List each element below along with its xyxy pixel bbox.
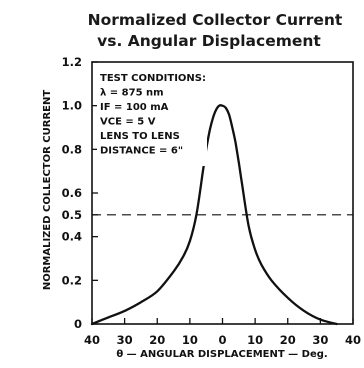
x-axis-ticks: 40 30 20 10 0 10 20 30 40: [84, 318, 361, 347]
x-tick-label: 10: [247, 333, 263, 347]
x-tick-label: 20: [149, 333, 165, 347]
collector-current-curve: [90, 104, 338, 326]
x-axis-label: θ — ANGULAR DISPLACEMENT — Deg.: [116, 349, 327, 360]
y-axis-label: NORMALIZED COLLECTOR CURRENT: [42, 90, 53, 291]
test-condition-line: λ = 875 nm: [100, 88, 164, 99]
x-tick-label: 20: [280, 333, 296, 347]
y-tick-label: 1.2: [62, 55, 82, 69]
test-condition-line: DISTANCE = 6": [100, 146, 183, 157]
x-tick-label: 0: [218, 333, 226, 347]
y-axis-ticks: 0 0.2 0.4 0.5 0.6 0.8 1.0 1.2: [62, 55, 98, 331]
x-tick-label: 40: [84, 333, 100, 347]
y-tick-label: 1.0: [62, 99, 82, 113]
y-tick-label: 0.6: [62, 186, 82, 200]
test-condition-line: VCE = 5 V: [100, 117, 156, 128]
x-tick-label: 10: [182, 333, 198, 347]
y-tick-label: 0: [74, 317, 82, 331]
test-condition-line: LENS TO LENS: [100, 131, 180, 142]
y-tick-label: 0.2: [62, 273, 82, 287]
y-tick-label: 0.8: [62, 142, 82, 156]
x-tick-label: 30: [312, 333, 328, 347]
x-tick-label: 30: [117, 333, 133, 347]
chart-subtitle: vs. Angular Displacement: [97, 32, 321, 50]
test-condition-line: TEST CONDITIONS:: [100, 73, 206, 84]
x-tick-label: 40: [345, 333, 361, 347]
y-tick-label: 0.5: [62, 208, 82, 222]
chart-title: Normalized Collector Current: [88, 11, 343, 29]
y-tick-label: 0.4: [62, 230, 82, 244]
test-condition-line: IF = 100 mA: [100, 102, 169, 113]
test-conditions-box: TEST CONDITIONS: λ = 875 nm IF = 100 mA VCE…: [97, 70, 207, 166]
